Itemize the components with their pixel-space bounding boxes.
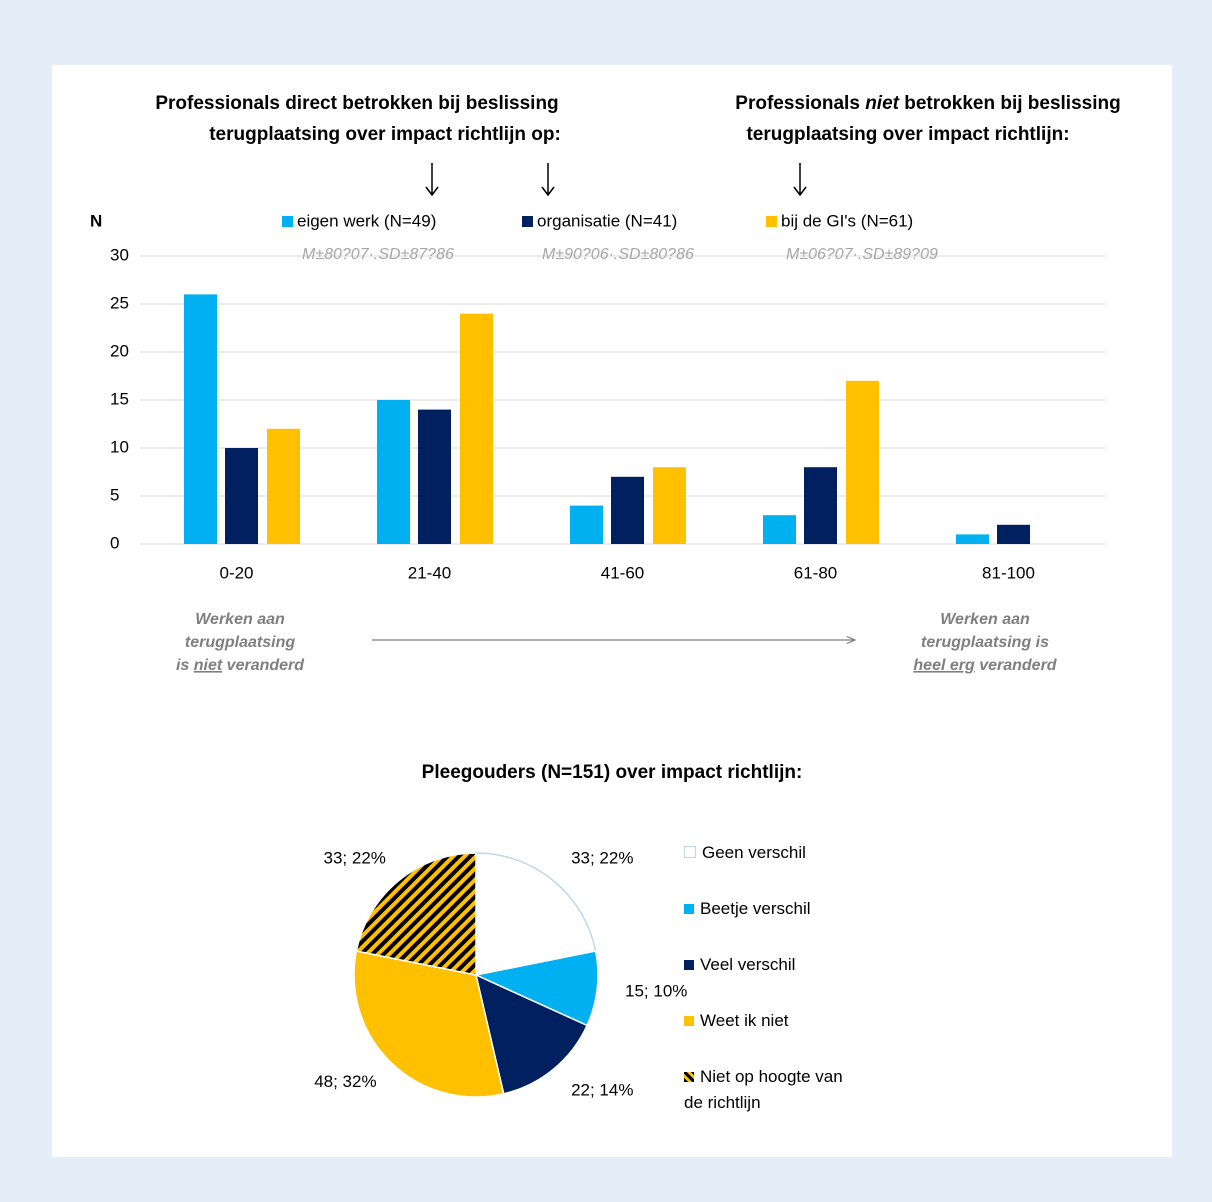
legend-label: organisatie (N=41): [537, 211, 677, 230]
y-tick-label: 10: [110, 437, 129, 456]
pie-slice: [355, 852, 477, 976]
stats: M±90?06·.SD±80?86: [542, 246, 694, 263]
legend-swatch: [766, 216, 777, 227]
legend-label: Weet ik niet: [700, 1011, 789, 1030]
legend-swatch: [684, 960, 694, 970]
annotation-left: terugplaatsing: [185, 634, 295, 651]
stats: M±80?07·.SD±87?86: [302, 246, 454, 263]
data-label: 33; 22%: [571, 848, 633, 867]
legend-item: Niet op hoogte van de richtlijn: [684, 1064, 844, 1116]
data-label: 33; 22%: [324, 848, 386, 867]
panel: [52, 65, 1172, 1157]
stats: M±06?07·.SD±89?09: [786, 246, 938, 263]
x-tick-label: 41-60: [601, 563, 644, 582]
legend-label: Veel verschil: [700, 955, 796, 974]
y-tick-label: 20: [110, 341, 129, 360]
bar: [570, 505, 603, 544]
legend-swatch: [684, 846, 696, 858]
annotation-right: terugplaatsing is: [921, 634, 1049, 651]
pie-slice: [474, 973, 589, 1095]
y-tick-label: 5: [110, 485, 119, 504]
legend-label: Niet op hoogte van de richtlijn: [684, 1067, 843, 1112]
bar: [804, 467, 837, 544]
y-axis-label: N: [90, 211, 102, 230]
title-left: terugplaatsing over impact richtlijn op:: [209, 124, 561, 145]
y-tick-label: 15: [110, 389, 129, 408]
data-label: 22; 14%: [571, 1080, 633, 1099]
bar: [846, 380, 879, 544]
bar: [377, 400, 410, 544]
pie-slice: [473, 950, 599, 1027]
legend-swatch: [684, 1072, 694, 1082]
title-left: Professionals direct betrokken bij besli…: [155, 93, 558, 114]
annotation-left: Werken aan: [195, 611, 285, 628]
annotation-right: Werken aan: [940, 611, 1030, 628]
legend-label: eigen werk (N=49): [297, 211, 436, 230]
x-tick-label: 61-80: [794, 563, 837, 582]
y-tick-label: 0: [110, 533, 119, 552]
bar: [418, 409, 451, 544]
bar: [225, 448, 258, 544]
legend-item: Geen verschil: [684, 840, 844, 866]
title-right: terugplaatsing over impact richtlijn:: [746, 124, 1069, 145]
legend-item: Weet ik niet: [684, 1008, 844, 1034]
bar: [267, 428, 300, 544]
pie-slice: [353, 950, 505, 1098]
bar: [956, 534, 989, 544]
x-tick-label: 21-40: [408, 563, 451, 582]
annotation-right: heel erg veranderd: [913, 657, 1057, 674]
annotation-left: is niet veranderd: [176, 657, 305, 674]
x-tick-label: 0-20: [219, 563, 253, 582]
arrows: [425, 163, 807, 197]
bar: [460, 313, 493, 544]
legend-label: Geen verschil: [702, 843, 806, 862]
legend-swatch: [282, 216, 293, 227]
bar: [184, 294, 217, 544]
data-label: 48; 32%: [314, 1072, 376, 1091]
data-label: 15; 10%: [625, 982, 687, 1001]
bar: [653, 467, 686, 544]
legend-item: Beetje verschil: [684, 896, 844, 922]
x-tick-label: 81-100: [982, 563, 1035, 582]
y-tick-label: 30: [110, 245, 129, 264]
bar: [997, 524, 1030, 544]
bar: [763, 515, 796, 544]
legend-item: Veel verschil: [684, 952, 844, 978]
legend-swatch: [522, 216, 533, 227]
pie-slice: [475, 852, 597, 976]
legend-label: bij de GI's (N=61): [781, 211, 913, 230]
legend-label: Beetje verschil: [700, 899, 811, 918]
bar: [611, 476, 644, 544]
legend-swatch: [684, 1016, 694, 1026]
pie-title: Pleegouders (N=151) over impact richtlij…: [422, 762, 803, 783]
y-tick-label: 25: [110, 293, 129, 312]
legend-swatch: [684, 904, 694, 914]
title-right: Professionals niet betrokken bij besliss…: [735, 93, 1120, 114]
